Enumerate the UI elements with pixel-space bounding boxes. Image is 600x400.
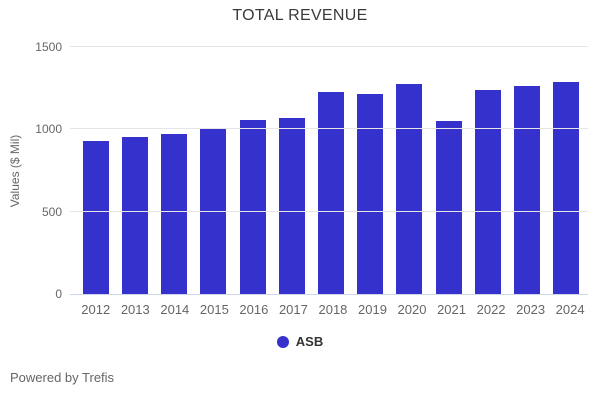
y-tick-label-1500: 1500 [35,40,62,54]
bar-2016[interactable] [239,120,266,294]
y-axis-tick-labels: 0 500 1000 1500 [0,41,62,300]
x-tick-label-2017: 2017 [278,302,308,317]
x-tick-label-2022: 2022 [476,302,506,317]
bar-slot-2019 [351,47,390,294]
bar-2022[interactable] [474,90,501,294]
x-tick-label-2013: 2013 [120,302,150,317]
bar-2017[interactable] [278,117,305,294]
bar-2014[interactable] [161,133,188,294]
bar-2024[interactable] [553,81,580,294]
bar-slot-2022 [468,47,507,294]
gridline-500 [70,210,588,212]
bar-2021[interactable] [435,120,462,294]
bar-slot-2021 [429,47,468,294]
x-tick-label-2024: 2024 [555,302,585,317]
x-tick-label-2023: 2023 [516,302,546,317]
bar-slot-2017 [272,47,311,294]
x-tick-label-2020: 2020 [397,302,427,317]
x-tick-label-2019: 2019 [358,302,387,317]
bar-slot-2018 [311,47,350,294]
y-tick-label-0: 0 [55,287,62,301]
x-tick-label-2018: 2018 [318,302,348,317]
x-tick-label-2016: 2016 [239,302,269,317]
y-tick-label-1000: 1000 [35,122,62,137]
bar-2020[interactable] [396,84,423,294]
bar-slot-2012 [76,47,115,294]
bar-slot-2014 [154,47,193,294]
gridline-1500 [70,46,588,47]
bar-slot-2020 [390,47,429,294]
bar-2013[interactable] [121,137,148,294]
x-axis-tick-labels: 2012 2013 2014 2015 2016 2017 2018 2019 2020 2021… [76,302,590,317]
legend-label: ASB [295,334,324,349]
x-tick-label-2015: 2015 [199,302,229,317]
bar-slot-2015 [194,47,233,294]
bar-2023[interactable] [514,86,541,294]
bar-slot-2013 [115,47,154,294]
legend-item-asb[interactable]: ASB [276,334,324,349]
legend: ASB [0,334,600,349]
bar-2019[interactable] [357,94,384,294]
bar-2012[interactable] [82,140,109,294]
gridline-1000 [70,128,588,130]
x-tick-label-2014: 2014 [160,302,190,317]
x-tick-label-2012: 2012 [81,302,111,317]
legend-marker-icon [276,335,289,348]
bar-slot-2016 [233,47,272,294]
bar-slot-2024 [547,47,586,294]
y-tick-label-500: 500 [41,204,62,219]
bar-2018[interactable] [318,91,345,294]
powered-by-trefis: Powered by Trefis [10,370,115,385]
plot-area [70,46,588,295]
bar-series-asb [76,47,586,294]
x-tick-label-2021: 2021 [437,302,466,317]
chart-title: TOTAL REVENUE [232,7,368,24]
bar-slot-2023 [508,47,547,294]
